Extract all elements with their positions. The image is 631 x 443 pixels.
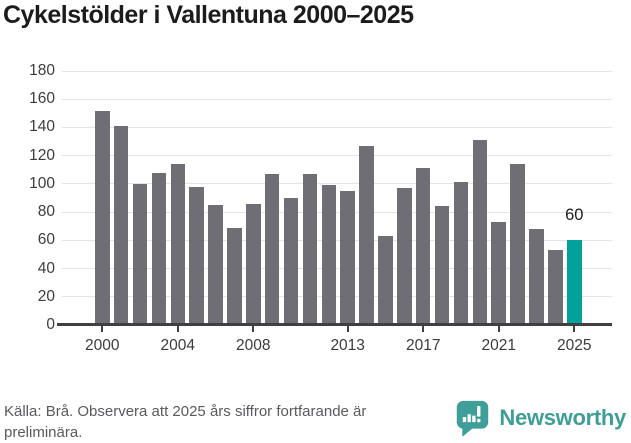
gridline-100 — [62, 183, 612, 185]
x-tick-label-2013: 2013 — [330, 337, 365, 354]
bar-2024 — [548, 250, 563, 324]
bar-2007 — [227, 227, 242, 324]
bar-2014 — [359, 145, 374, 324]
bar-2018 — [434, 206, 450, 324]
bar-2006 — [208, 205, 223, 324]
gridline-80 — [62, 211, 612, 213]
x-tick-2017 — [422, 326, 425, 332]
bar-2016 — [397, 188, 412, 324]
gridline-60 — [62, 239, 612, 241]
newsworthy-logo: Newsworthy — [454, 399, 626, 436]
bar-2025-highlighted — [567, 240, 582, 324]
y-tick-label-100: 100 — [29, 174, 55, 192]
bar-2001 — [113, 126, 129, 324]
bar-2012 — [321, 185, 337, 324]
bar-2002 — [132, 183, 148, 324]
x-tick-label-2000: 2000 — [85, 337, 120, 354]
newsworthy-wordmark: Newsworthy — [499, 404, 626, 430]
y-tick-label-40: 40 — [37, 259, 55, 277]
y-tick-label-0: 0 — [46, 316, 55, 333]
x-tick-label-2017: 2017 — [405, 337, 441, 354]
x-tick-2025 — [573, 326, 576, 332]
newsworthy-logo-icon — [457, 400, 489, 436]
bar-2008 — [246, 203, 261, 324]
x-tick-2004 — [176, 326, 179, 332]
x-tick-2000 — [101, 326, 104, 332]
bar-2011 — [302, 174, 318, 324]
bar-2023 — [529, 229, 544, 324]
bar-2004 — [170, 164, 186, 324]
bar-2009 — [264, 174, 280, 324]
y-tick-label-20: 20 — [37, 287, 55, 305]
x-tick-label-2025: 2025 — [557, 337, 592, 354]
bar-2005 — [189, 186, 204, 324]
bar-2010 — [283, 198, 299, 324]
x-tick-2008 — [252, 326, 255, 332]
gridline-140 — [62, 126, 612, 128]
gridline-120 — [62, 155, 612, 157]
x-tick-2013 — [346, 326, 349, 332]
y-tick-label-80: 80 — [37, 203, 55, 221]
bar-2013 — [340, 190, 355, 324]
y-tick-label-60: 60 — [37, 231, 55, 249]
bar-2019 — [453, 182, 469, 324]
highlight-value-label: 60 — [565, 206, 584, 225]
x-axis-line — [57, 323, 612, 326]
chart-title: Cykelstölder i Vallentuna 2000–2025 — [3, 1, 414, 29]
y-tick-label-120: 120 — [29, 146, 55, 164]
x-tick-2021 — [497, 326, 500, 332]
gridline-40 — [62, 268, 612, 270]
x-tick-label-2008: 2008 — [236, 337, 271, 354]
gridline-160 — [62, 98, 612, 100]
bar-2020 — [472, 140, 488, 324]
x-tick-label-2004: 2004 — [160, 337, 195, 354]
bar-2003 — [151, 172, 167, 324]
bar-2000 — [95, 110, 110, 324]
bar-2015 — [378, 236, 393, 324]
y-tick-label-160: 160 — [29, 90, 55, 108]
bar-2021 — [491, 221, 506, 324]
gridline-20 — [62, 296, 612, 298]
x-tick-label-2021: 2021 — [481, 337, 516, 354]
y-tick-label-140: 140 — [29, 118, 55, 136]
gridline-180 — [62, 70, 612, 72]
bar-2017 — [415, 168, 431, 324]
y-tick-label-180: 180 — [29, 62, 55, 79]
bar-2022 — [510, 164, 525, 324]
source-note: Källa: Brå. Observera att 2025 års siffr… — [4, 403, 367, 441]
